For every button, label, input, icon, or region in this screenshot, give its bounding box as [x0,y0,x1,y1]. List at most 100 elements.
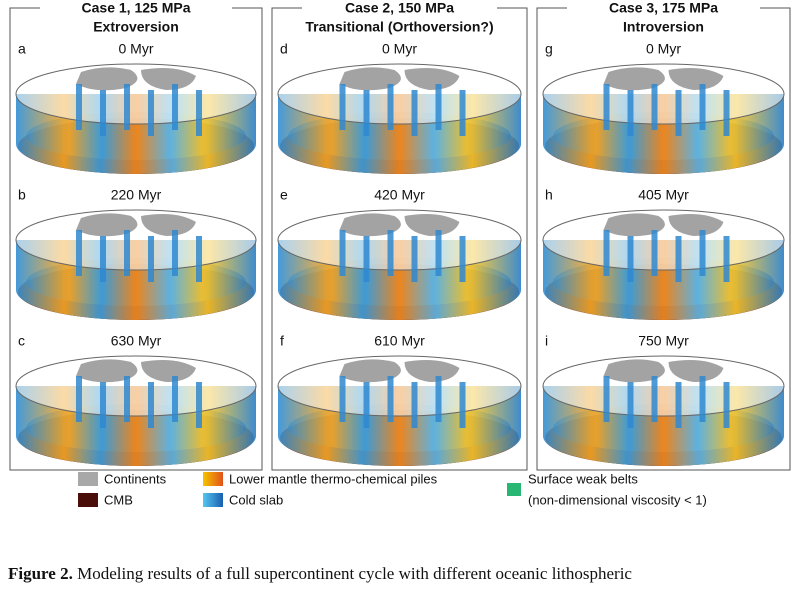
slab [172,230,178,276]
slab [603,376,610,422]
slab [387,376,394,422]
caption-label: Figure 2. [8,564,73,583]
slab [627,90,634,136]
slab [675,382,682,428]
slab [100,382,106,428]
panel-time: 405 Myr [638,187,689,203]
slab [459,382,466,428]
legend-label: CMB [104,492,133,507]
panel-time: 0 Myr [646,41,681,57]
continent [76,67,138,91]
swatch-continents [78,472,98,486]
panel-letter: e [280,187,288,203]
slab [411,236,418,282]
surface [277,355,522,417]
slab [603,84,610,130]
slab [363,90,370,136]
slab [723,382,730,428]
slab [124,376,130,422]
legend-label: Surface weak belts [528,471,638,486]
swatch-cmb [78,493,98,507]
surface [15,63,257,125]
panel-letter: d [280,41,288,57]
slab [148,382,154,428]
panel-letter: b [18,187,26,203]
slab [627,236,634,282]
slab [675,90,682,136]
continent [668,214,724,236]
slab [339,84,346,130]
surface [542,209,785,271]
panel-letter: h [545,187,553,203]
continent [141,214,196,236]
panel-letter: g [545,41,553,57]
continent [339,213,401,237]
legend-note: (non-dimensional viscosity < 1) [528,492,707,507]
legend: Continents CMB Lower mantle thermo-chemi… [78,471,707,507]
column-title: Case 1, 125 MPa [82,0,191,16]
slab [100,90,106,136]
panel-time: 750 Myr [638,333,689,349]
surface [542,355,785,417]
slab [124,84,130,130]
slab [339,376,346,422]
column-subtitle: Transitional (Orthoversion?) [305,19,493,35]
slab [603,230,610,276]
slab [699,230,706,276]
slab [76,230,82,276]
slab [148,236,154,282]
continent [339,359,401,383]
swatch-weak-belts [507,483,521,496]
slab [196,236,202,282]
panel-letter: f [280,333,284,349]
continent [603,67,665,91]
slab [196,382,202,428]
panel-time: 630 Myr [111,333,162,349]
continent [339,67,401,91]
slab [459,236,466,282]
continent [141,360,196,382]
panel-time: 220 Myr [111,187,162,203]
panel-time: 0 Myr [382,41,417,57]
legend-label: Cold slab [229,492,283,507]
slab [172,376,178,422]
caption: Figure 2. Modeling results of a full sup… [8,564,632,583]
slab [723,236,730,282]
surface [542,63,785,125]
slab [196,90,202,136]
slab [411,382,418,428]
slab [651,376,658,422]
panel-letter: i [545,333,548,349]
legend-label: Lower mantle thermo-chemical piles [229,471,438,486]
panel-letter: a [18,41,26,57]
column-title: Case 2, 150 MPa [345,0,454,16]
slab [435,376,442,422]
slab [100,236,106,282]
continent [668,68,724,90]
continent [668,360,724,382]
slab [172,84,178,130]
header-bg [302,0,497,16]
slab [699,84,706,130]
header-bg [40,0,232,16]
slab [435,230,442,276]
surface [277,209,522,271]
continent [404,360,460,382]
column-title: Case 3, 175 MPa [609,0,718,16]
slab [723,90,730,136]
slab [435,84,442,130]
slab [651,84,658,130]
slab [124,230,130,276]
column-subtitle: Extroversion [93,19,179,35]
surface [277,63,522,125]
slab [387,84,394,130]
slab [76,84,82,130]
panel-time: 610 Myr [374,333,425,349]
continent [141,68,196,90]
header-bg [567,0,760,16]
continent [603,213,665,237]
slab [387,230,394,276]
continent [404,68,460,90]
continent [76,359,138,383]
